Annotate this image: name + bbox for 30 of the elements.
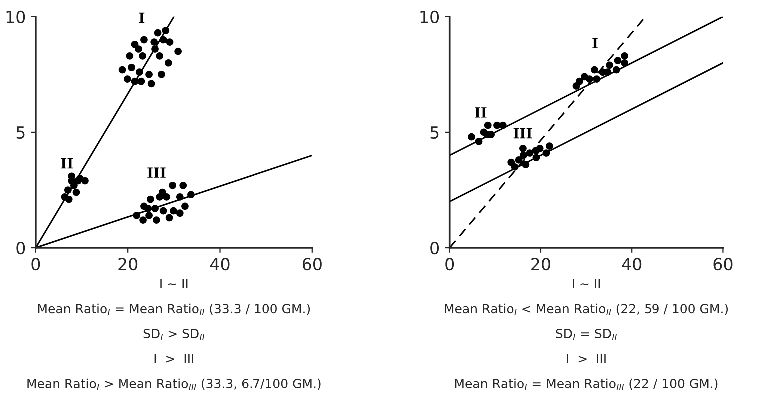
text: Mean Ratio$_{I}$ < Mean Ratio$_{II}$ (22, 59 / 100 GM.) (445, 304, 728, 316)
text: Mean Ratio$_{I}$ = Mean Ratio$_{II}$ (33.3 / 100 GM.) (38, 304, 310, 316)
series-label: III (148, 168, 166, 178)
text: I ~ II (573, 279, 600, 288)
text: SD$_{I}$ = SD$_{II}$ (556, 329, 618, 340)
text: I > III (154, 354, 194, 364)
y-tick-label: 10 (6, 10, 26, 24)
text: I ~ II (160, 279, 188, 288)
x-tick-label: 60 (302, 258, 322, 271)
y-tick-label: 5 (430, 126, 439, 140)
y-tick-label: 10 (420, 10, 440, 24)
y-tick-label: 0 (16, 242, 26, 255)
series-label: I (592, 38, 598, 48)
text: Mean Ratio$_{I}$ = Mean Ratio$_{III}$ (22 / 100 GM.) (455, 378, 718, 390)
text: I > III (567, 354, 606, 364)
x-tick-label: 40 (210, 258, 230, 271)
series-label: III (514, 128, 532, 139)
text: SD$_{I}$ > SD$_{II}$ (144, 329, 205, 340)
x-tick-label: 20 (118, 258, 138, 271)
text: Mean Ratio$_{I}$ > Mean Ratio$_{III}$ (33.3, 6.7/100 GM.) (28, 378, 321, 390)
series-label: II (61, 158, 73, 169)
x-tick-label: 60 (714, 258, 733, 271)
x-tick-label: 40 (622, 258, 642, 271)
y-tick-label: 0 (430, 242, 440, 255)
y-tick-label: 5 (16, 126, 25, 140)
x-tick-label: 0 (32, 258, 40, 271)
series-label: II (475, 108, 487, 118)
x-tick-label: 20 (532, 258, 550, 271)
x-tick-label: 0 (446, 258, 454, 271)
series-label: I (139, 12, 145, 24)
